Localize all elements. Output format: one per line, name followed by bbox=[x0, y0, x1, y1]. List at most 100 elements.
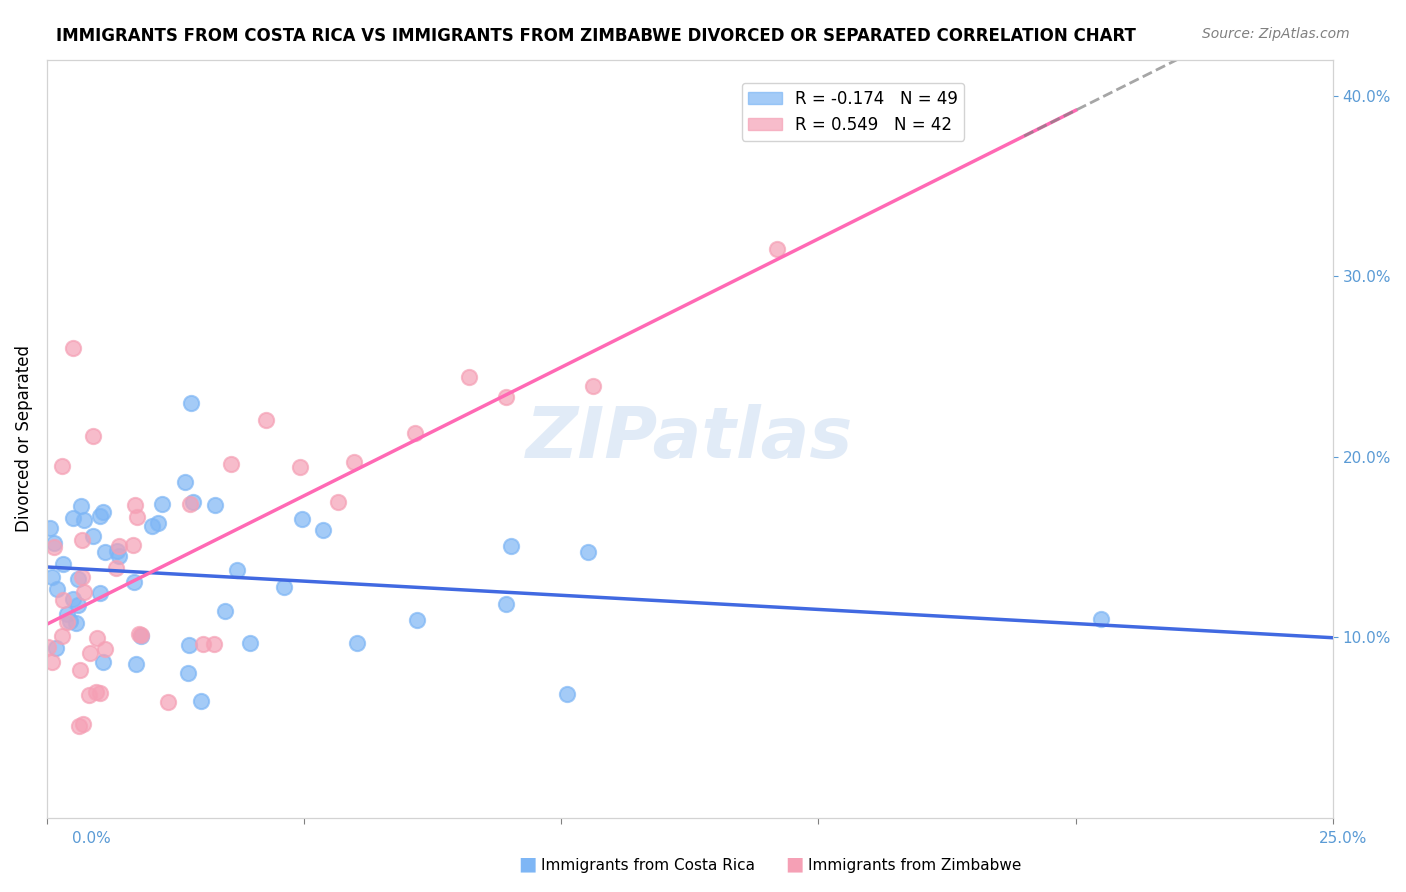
Point bbox=[180, 395, 202, 409]
Point bbox=[239, 635, 262, 649]
Point bbox=[52, 593, 75, 607]
Point bbox=[41, 655, 63, 669]
Point bbox=[343, 454, 366, 468]
Point bbox=[290, 459, 312, 474]
Point bbox=[495, 597, 517, 611]
Point bbox=[66, 572, 89, 586]
Point bbox=[181, 495, 204, 509]
Point bbox=[42, 540, 65, 554]
Point bbox=[84, 685, 107, 699]
Point bbox=[73, 584, 96, 599]
Point bbox=[141, 518, 163, 533]
Point bbox=[94, 641, 117, 656]
Point bbox=[1090, 612, 1112, 626]
Point bbox=[581, 379, 603, 393]
Text: Source: ZipAtlas.com: Source: ZipAtlas.com bbox=[1202, 27, 1350, 41]
Point bbox=[62, 342, 84, 356]
Point bbox=[56, 615, 79, 629]
Point bbox=[495, 390, 517, 404]
Point bbox=[311, 523, 333, 537]
Point bbox=[150, 497, 173, 511]
Point bbox=[129, 629, 152, 643]
Point bbox=[291, 512, 314, 526]
Point bbox=[65, 616, 87, 631]
Point bbox=[70, 570, 93, 584]
Point bbox=[458, 370, 481, 384]
Point bbox=[89, 586, 111, 600]
Point bbox=[82, 529, 104, 543]
Point bbox=[44, 536, 66, 550]
Point bbox=[77, 688, 100, 702]
Point bbox=[91, 505, 114, 519]
Text: ■: ■ bbox=[517, 855, 537, 873]
Point bbox=[125, 510, 148, 524]
Point bbox=[125, 657, 148, 671]
Point bbox=[124, 498, 146, 512]
Point bbox=[122, 574, 145, 589]
Text: ■: ■ bbox=[785, 855, 804, 873]
Point bbox=[72, 717, 94, 731]
Point bbox=[91, 655, 114, 669]
Point bbox=[190, 693, 212, 707]
Point bbox=[501, 539, 523, 553]
Point bbox=[191, 637, 214, 651]
Point bbox=[326, 495, 349, 509]
Text: ZIPatlas: ZIPatlas bbox=[526, 404, 853, 474]
Point bbox=[179, 497, 201, 511]
Point bbox=[56, 607, 79, 622]
Point bbox=[52, 557, 75, 571]
Point bbox=[555, 687, 578, 701]
Point bbox=[82, 428, 104, 442]
Point bbox=[62, 510, 84, 524]
Point bbox=[41, 570, 63, 584]
Point bbox=[174, 475, 197, 489]
Point bbox=[79, 646, 101, 660]
Point bbox=[51, 629, 73, 643]
Point bbox=[108, 549, 131, 563]
Point bbox=[105, 560, 128, 574]
Point bbox=[67, 719, 90, 733]
Point bbox=[86, 631, 108, 645]
Legend: R = -0.174   N = 49, R = 0.549   N = 42: R = -0.174 N = 49, R = 0.549 N = 42 bbox=[741, 83, 965, 141]
Point bbox=[69, 664, 91, 678]
Point bbox=[148, 516, 170, 530]
Point bbox=[406, 613, 429, 627]
Point bbox=[70, 533, 93, 548]
Point bbox=[177, 638, 200, 652]
Point bbox=[93, 545, 115, 559]
Point bbox=[766, 242, 789, 256]
Text: IMMIGRANTS FROM COSTA RICA VS IMMIGRANTS FROM ZIMBABWE DIVORCED OR SEPARATED COR: IMMIGRANTS FROM COSTA RICA VS IMMIGRANTS… bbox=[56, 27, 1136, 45]
Point bbox=[107, 539, 129, 553]
Point bbox=[346, 636, 368, 650]
Text: 0.0%: 0.0% bbox=[72, 831, 111, 846]
Point bbox=[37, 640, 59, 655]
Point bbox=[177, 666, 200, 681]
Point bbox=[404, 426, 426, 441]
Point bbox=[73, 512, 96, 526]
Point bbox=[39, 520, 62, 534]
Point bbox=[129, 628, 152, 642]
Point bbox=[45, 641, 67, 656]
Point bbox=[202, 637, 225, 651]
Text: Immigrants from Zimbabwe: Immigrants from Zimbabwe bbox=[808, 858, 1022, 872]
Point bbox=[273, 580, 295, 594]
Point bbox=[70, 499, 93, 513]
Point bbox=[46, 582, 69, 597]
Text: 25.0%: 25.0% bbox=[1319, 831, 1367, 846]
Point bbox=[254, 412, 277, 426]
Point bbox=[105, 543, 128, 558]
Point bbox=[219, 457, 242, 471]
Point bbox=[67, 598, 90, 612]
Text: Immigrants from Costa Rica: Immigrants from Costa Rica bbox=[541, 858, 755, 872]
Point bbox=[128, 627, 150, 641]
Point bbox=[214, 604, 236, 618]
Point bbox=[156, 695, 179, 709]
Point bbox=[51, 458, 73, 473]
Point bbox=[122, 538, 145, 552]
Y-axis label: Divorced or Separated: Divorced or Separated bbox=[15, 345, 32, 533]
Point bbox=[576, 544, 599, 558]
Point bbox=[89, 686, 111, 700]
Point bbox=[89, 508, 111, 523]
Point bbox=[225, 563, 247, 577]
Point bbox=[204, 498, 226, 512]
